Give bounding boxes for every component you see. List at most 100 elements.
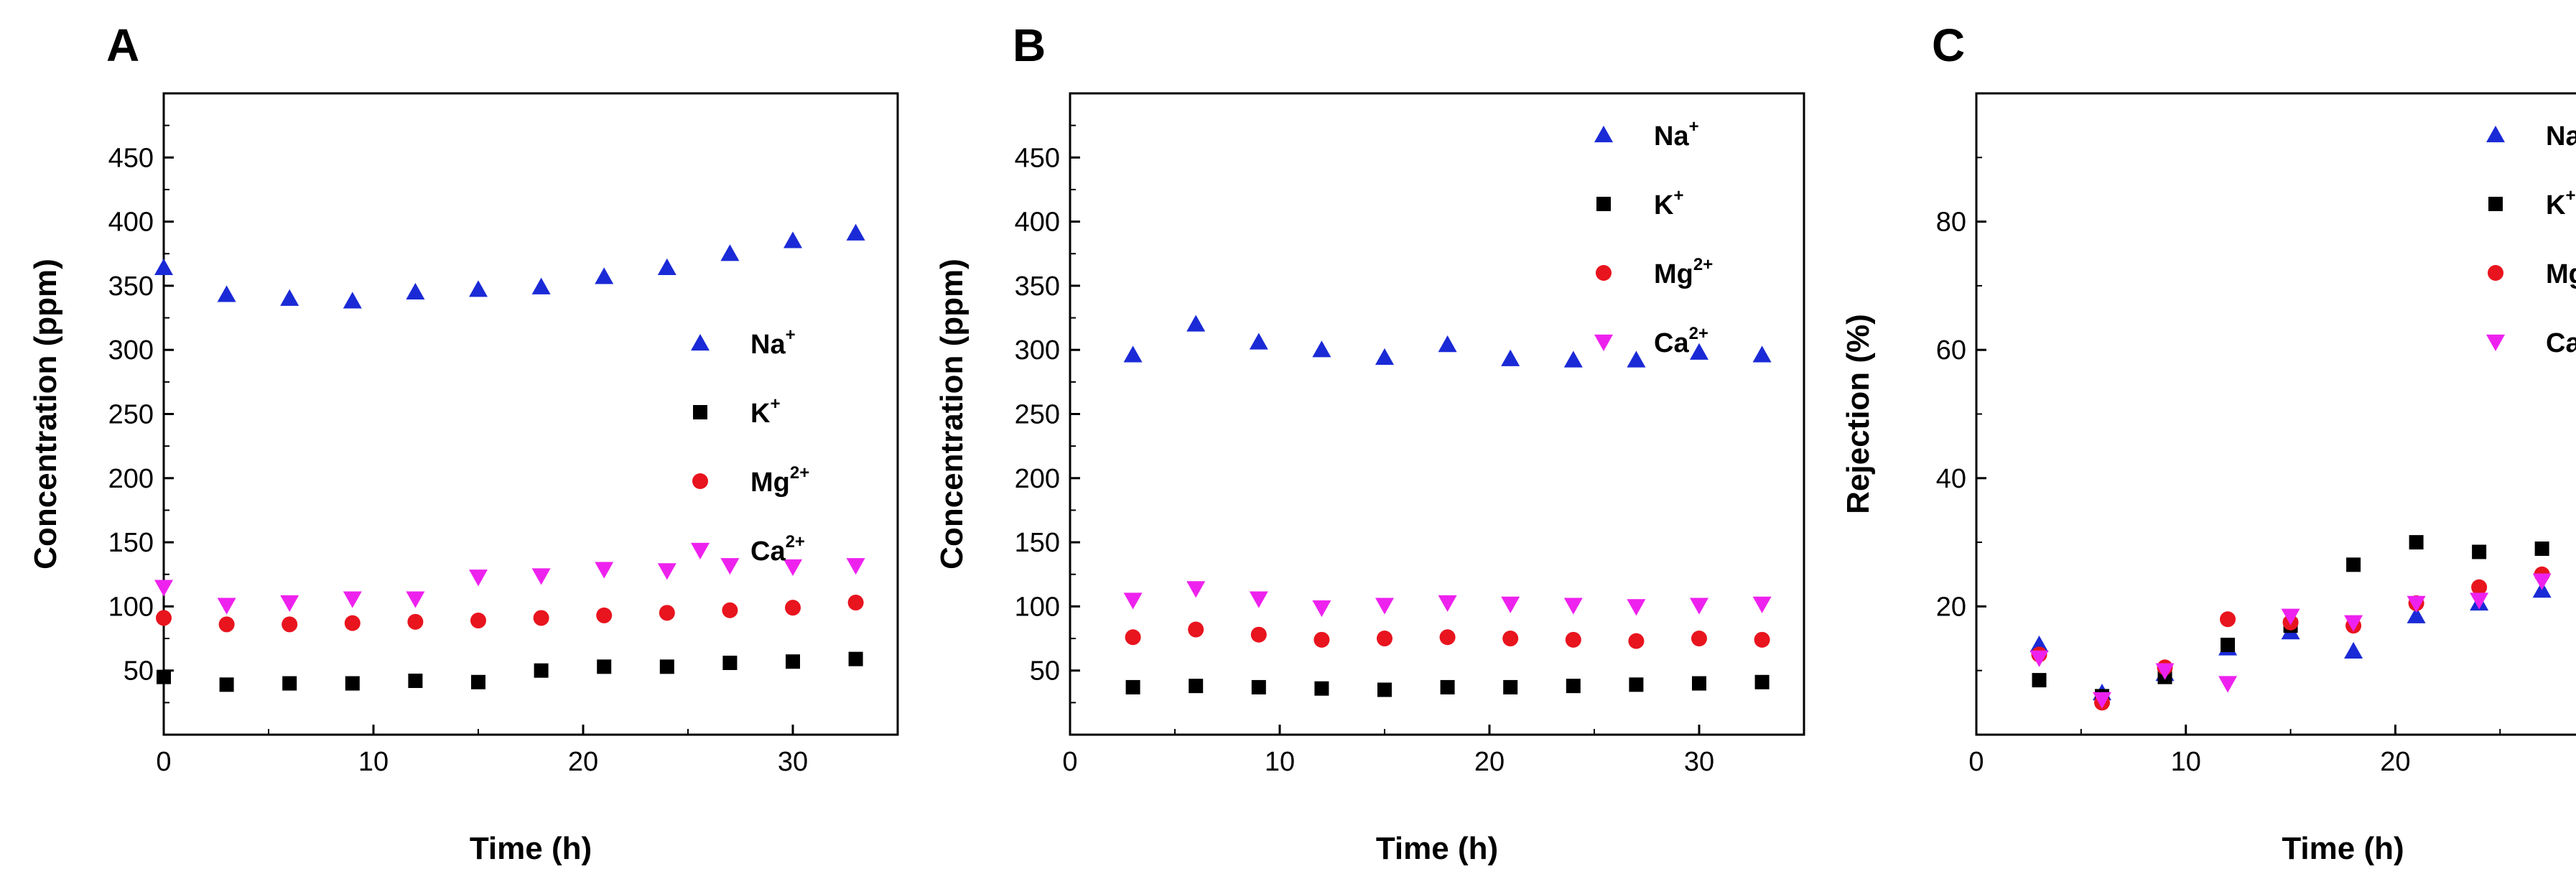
legend-marker-ca	[691, 542, 710, 559]
data-point	[1377, 682, 1392, 697]
x-axis-title: Time (h)	[1376, 831, 1498, 866]
y-tick-label: 150	[1015, 528, 1060, 558]
series-mg	[2031, 566, 2550, 711]
y-tick-label: 450	[108, 143, 154, 173]
data-point	[784, 559, 802, 577]
y-tick-label: 100	[108, 592, 154, 622]
y-tick-label: 200	[108, 464, 154, 494]
legend-marker-ca	[1594, 334, 1613, 351]
data-point	[471, 674, 485, 689]
data-point	[1125, 629, 1141, 646]
data-point	[1566, 679, 1581, 694]
x-tick-label: 10	[358, 747, 389, 777]
data-point	[1627, 599, 1646, 616]
series-mg	[156, 595, 864, 633]
data-point	[1692, 676, 1706, 691]
data-point	[1125, 679, 1140, 694]
data-point	[2471, 579, 2488, 595]
data-point	[595, 562, 614, 579]
legend-marker-ca	[2486, 334, 2505, 351]
series-k	[1125, 674, 1770, 697]
plot-frame	[1975, 92, 2576, 736]
y-tick-label: 80	[1936, 208, 1966, 238]
data-point	[470, 613, 486, 629]
data-point	[2407, 606, 2426, 623]
data-point	[657, 258, 676, 276]
x-tick-label: 0	[1968, 747, 1984, 777]
data-point	[1250, 626, 1267, 643]
legend-marker-na	[691, 334, 710, 351]
series-mg	[1125, 621, 1770, 649]
series-ca	[2029, 573, 2552, 709]
data-point	[2281, 608, 2300, 626]
data-point	[218, 616, 235, 633]
data-point	[846, 223, 865, 241]
data-point	[2472, 544, 2487, 559]
data-point	[2032, 673, 2047, 688]
y-tick-label: 300	[1015, 335, 1060, 366]
x-tick-label: 0	[156, 747, 171, 777]
data-point	[2029, 650, 2049, 667]
x-tick-label: 10	[1265, 747, 1295, 777]
data-point	[406, 591, 425, 608]
data-point	[1249, 591, 1268, 608]
y-tick-label: 350	[108, 271, 154, 302]
y-tick-label: 450	[1015, 143, 1060, 173]
y-tick-label: 20	[1936, 592, 1966, 622]
data-point	[282, 616, 298, 633]
data-point	[846, 558, 865, 575]
legend: Na+ K+ Mg2+ Ca2+	[2486, 121, 2576, 358]
data-point	[1123, 592, 1143, 610]
data-point	[469, 280, 488, 297]
data-point	[1752, 596, 1772, 613]
legend: Na+ K+ Mg2+ Ca2+	[691, 325, 809, 567]
series-k	[157, 651, 863, 692]
data-point	[597, 659, 612, 674]
data-point	[1501, 596, 1520, 613]
plot-frame	[162, 92, 899, 736]
data-point	[533, 610, 549, 626]
data-point	[722, 602, 738, 618]
legend-label-ca: Ca2+	[750, 532, 805, 567]
y-axis-title: Rejection (%)	[1841, 314, 1876, 514]
y-tick-label: 250	[108, 400, 154, 430]
data-point	[1438, 595, 1457, 613]
data-point	[217, 598, 236, 615]
data-point	[1377, 631, 1392, 647]
data-point	[1754, 674, 1770, 689]
legend-label-k: K+	[2546, 186, 2575, 220]
data-point	[344, 615, 361, 631]
data-point	[847, 595, 864, 611]
data-point	[1627, 350, 1646, 368]
data-point	[659, 605, 675, 621]
series-na	[1123, 315, 1772, 368]
data-point	[1375, 348, 1394, 366]
data-point	[406, 282, 425, 299]
data-point	[1563, 598, 1583, 615]
y-tick-label: 200	[1015, 464, 1060, 494]
panel-letter: A	[106, 19, 139, 71]
data-point	[156, 610, 172, 626]
legend-label-na: Na+	[750, 325, 796, 360]
y-tick-label: 50	[1030, 656, 1060, 687]
legend-label-k: K+	[1654, 186, 1683, 220]
data-point	[657, 563, 676, 580]
data-point	[280, 289, 299, 306]
panel-letter: B	[1013, 19, 1046, 71]
panel-letter: C	[1932, 19, 1965, 71]
data-point	[2470, 592, 2489, 610]
data-point	[2532, 573, 2552, 590]
data-point	[1690, 598, 1708, 615]
x-tick-label: 30	[778, 747, 808, 777]
x-tick-label: 20	[1474, 747, 1505, 777]
data-point	[282, 676, 297, 691]
data-point	[1314, 681, 1329, 696]
data-point	[1438, 335, 1457, 353]
data-point	[848, 651, 863, 666]
y-tick-label: 40	[1936, 464, 1966, 494]
data-point	[534, 663, 549, 678]
legend-marker-k	[1596, 197, 1611, 211]
data-point	[784, 231, 802, 248]
data-point	[722, 655, 738, 670]
